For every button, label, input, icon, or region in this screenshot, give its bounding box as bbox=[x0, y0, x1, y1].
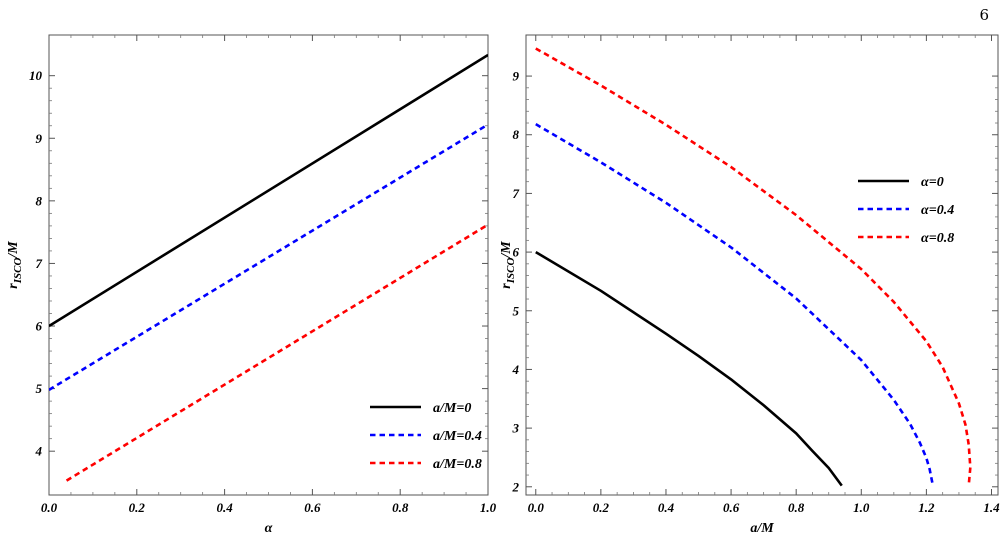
right-x-tick-label: 0.4 bbox=[658, 500, 675, 515]
right-legend-label-0: α=0 bbox=[921, 175, 944, 190]
left-y-tick-label: 5 bbox=[36, 381, 43, 396]
left-y-tick-label: 4 bbox=[35, 444, 43, 459]
chart-right: 0.0 0.2 0.4 0.6 0.8 1.0 1.2 1.4 2 3 4 5 6 7 8 9 a/M rISCO… bbox=[499, 34, 1000, 536]
right-y-tick-label: 8 bbox=[513, 127, 520, 142]
left-legend-label-2: a/M=0.8 bbox=[433, 457, 482, 472]
left-y-tick-label: 10 bbox=[29, 68, 43, 83]
left-y-axis-label: rISCO/M bbox=[6, 241, 24, 289]
right-y-tick-label: 6 bbox=[513, 245, 520, 260]
right-series-line-2 bbox=[535, 47, 972, 486]
left-x-tick-label: 1.0 bbox=[480, 500, 497, 515]
right-x-tick-label: 1.4 bbox=[983, 500, 1000, 515]
right-y-tick-label: 4 bbox=[512, 362, 520, 377]
left-series-line-0 bbox=[49, 53, 488, 328]
left-y-tick-label: 8 bbox=[36, 193, 43, 208]
left-x-axis-label: α bbox=[265, 521, 273, 536]
left-plot-frame bbox=[48, 34, 489, 496]
left-y-tick-label: 9 bbox=[36, 131, 43, 146]
right-plot-frame bbox=[525, 34, 999, 496]
left-x-tick-label: 0.2 bbox=[129, 500, 146, 515]
right-y-tick-label: 3 bbox=[512, 421, 520, 436]
left-x-tick-label: 0.4 bbox=[216, 500, 233, 515]
left-y-tick-label: 6 bbox=[36, 319, 43, 334]
right-y-tick-label: 9 bbox=[513, 69, 520, 84]
right-legend-label-2: α=0.8 bbox=[921, 231, 954, 246]
left-series-line-1 bbox=[49, 123, 488, 391]
left-series-line-2 bbox=[65, 223, 488, 482]
right-y-tick-label: 7 bbox=[513, 186, 520, 201]
right-y-tick-label: 2 bbox=[512, 479, 520, 494]
right-x-tick-label: 0.0 bbox=[528, 500, 545, 515]
left-legend-label-1: a/M=0.4 bbox=[433, 429, 482, 444]
chart-left: 0.0 0.2 0.4 0.6 0.8 1.0 4 5 6 7 8 9 10 α rISCO/M a/M=0 a… bbox=[6, 34, 497, 536]
left-x-tick-label: 0.6 bbox=[304, 500, 321, 515]
right-y-axis-label: rISCO/M bbox=[499, 241, 517, 289]
right-x-tick-label: 1.2 bbox=[918, 500, 935, 515]
page-number: 6 bbox=[979, 6, 989, 24]
left-legend-label-0: a/M=0 bbox=[433, 401, 471, 416]
left-x-tick-label: 0.8 bbox=[392, 500, 409, 515]
right-series-line-1 bbox=[535, 123, 935, 486]
right-x-tick-label: 0.6 bbox=[723, 500, 740, 515]
left-x-tick-label: 0.0 bbox=[41, 500, 58, 515]
right-x-axis-label: a/M bbox=[750, 521, 774, 536]
left-y-tick-label: 7 bbox=[36, 256, 43, 271]
right-x-tick-label: 0.2 bbox=[593, 500, 610, 515]
right-legend-label-1: α=0.4 bbox=[921, 203, 954, 218]
right-y-tick-label: 5 bbox=[513, 303, 520, 318]
right-x-tick-label: 1.0 bbox=[853, 500, 870, 515]
right-x-tick-label: 0.8 bbox=[788, 500, 805, 515]
right-series-line-0 bbox=[535, 250, 843, 487]
